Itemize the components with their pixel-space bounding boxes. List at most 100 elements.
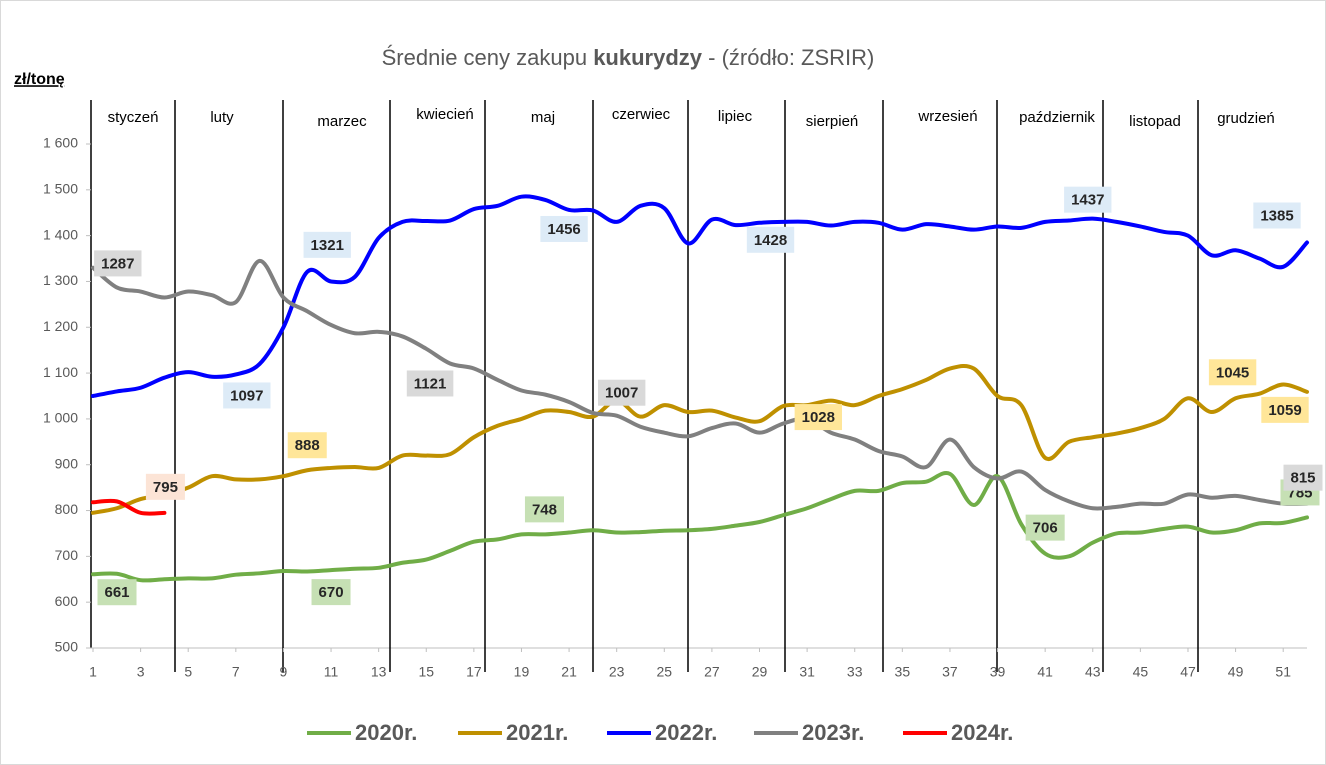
data-label-bg: [303, 231, 351, 258]
x-tick-label: 47: [1180, 664, 1196, 680]
data-label: 1045: [1208, 359, 1257, 386]
chart-title: Średnie ceny zakupu kukurydzy - (źródło:…: [382, 45, 875, 70]
data-label: 1007: [597, 379, 646, 406]
y-tick-label: 1 600: [43, 135, 78, 151]
data-label-text: 795: [153, 479, 178, 496]
data-label-text: 706: [1033, 520, 1058, 537]
data-label-bg: [1283, 464, 1323, 491]
data-label-bg: [1253, 202, 1301, 229]
data-label-text: 1321: [311, 237, 344, 254]
data-label-text: 815: [1290, 470, 1315, 487]
data-label-bg: [540, 215, 588, 242]
x-tick-label: 51: [1275, 664, 1291, 680]
data-label-text: 1059: [1268, 402, 1301, 419]
x-tick-label: 1: [89, 664, 97, 680]
data-label: 1121: [406, 370, 454, 397]
title-part: - (źródło: ZSRIR): [702, 45, 874, 70]
y-tick-label: 1 400: [43, 226, 78, 242]
data-label-text: 1007: [605, 385, 638, 402]
y-tick-label: 500: [55, 639, 79, 655]
data-label: 888: [287, 432, 327, 459]
data-label-text: 888: [295, 437, 320, 454]
month-label: marzec: [317, 113, 367, 130]
data-label: 670: [311, 579, 351, 606]
data-label-bg: [97, 579, 137, 606]
x-tick-label: 21: [561, 664, 577, 680]
data-label: 1321: [303, 231, 351, 258]
y-axis-label: zł/tonę: [14, 71, 65, 88]
data-label: 661: [97, 579, 137, 606]
data-label-bg: [524, 496, 564, 523]
data-label-text: 1428: [754, 232, 787, 249]
month-label: luty: [210, 109, 234, 126]
data-label-bg: [1208, 359, 1257, 386]
data-label-bg: [746, 226, 795, 253]
x-tick-label: 39: [990, 664, 1006, 680]
y-tick-label: 1 000: [43, 410, 78, 426]
data-label-text: 1121: [414, 375, 447, 392]
data-label: 795: [145, 473, 185, 500]
legend-label: 2022r.: [655, 720, 717, 745]
y-tick-label: 1 500: [43, 181, 78, 197]
data-label-text: 661: [104, 584, 129, 601]
x-tick-label: 11: [324, 664, 339, 680]
y-tick-label: 900: [55, 455, 79, 471]
y-tick-label: 1 300: [43, 272, 78, 288]
data-label: 706: [1025, 514, 1065, 541]
month-label: maj: [531, 109, 555, 126]
data-label-text: 1287: [101, 255, 134, 272]
data-label: 1456: [540, 215, 588, 242]
x-tick-label: 7: [232, 664, 240, 680]
data-label-bg: [597, 379, 646, 406]
series-line: [91, 194, 1309, 398]
data-label-text: 1385: [1260, 207, 1293, 224]
x-tick-label: 29: [752, 664, 768, 680]
data-label-bg: [1261, 396, 1309, 423]
legend-label: 2023r.: [802, 720, 864, 745]
x-tick-label: 31: [799, 664, 815, 680]
data-label: 815: [1283, 464, 1323, 491]
series-line: [91, 258, 1309, 511]
data-label-bg: [94, 250, 142, 277]
y-tick-label: 700: [55, 547, 79, 563]
data-label: 1287: [94, 250, 142, 277]
y-tick-label: 600: [55, 593, 79, 609]
month-label: wrzesień: [917, 108, 977, 125]
legend-label: 2024r.: [951, 720, 1013, 745]
series-line: [91, 471, 1309, 583]
x-tick-label: 27: [704, 664, 720, 680]
data-label-bg: [794, 404, 843, 431]
month-label: grudzień: [1217, 110, 1275, 127]
data-label-text: 1045: [1216, 364, 1249, 381]
x-tick-label: 13: [371, 664, 387, 680]
series-line: [91, 498, 167, 516]
month-label: czerwiec: [612, 106, 671, 123]
month-label: lipiec: [718, 108, 753, 125]
x-tick-label: 15: [418, 664, 434, 680]
month-label: listopad: [1129, 113, 1181, 130]
x-tick-label: 9: [280, 664, 288, 680]
x-tick-label: 17: [466, 664, 482, 680]
month-label: październik: [1019, 109, 1095, 126]
data-label: 1428: [746, 226, 795, 253]
data-label: 1059: [1261, 396, 1309, 423]
month-label: styczeń: [108, 109, 159, 126]
y-tick-label: 800: [55, 501, 79, 517]
x-tick-label: 33: [847, 664, 863, 680]
data-label-bg: [1064, 186, 1112, 213]
x-tick-label: 5: [184, 664, 192, 680]
x-tick-label: 41: [1037, 664, 1053, 680]
title-part: Średnie ceny zakupu: [382, 45, 594, 70]
legend-label: 2020r.: [355, 720, 417, 745]
month-label: sierpień: [806, 113, 859, 130]
data-label-bg: [406, 370, 454, 397]
title-part: kukurydzy: [593, 45, 703, 70]
data-label: 1437: [1064, 186, 1112, 213]
x-tick-label: 49: [1228, 664, 1244, 680]
data-label-bg: [287, 432, 327, 459]
legend-label: 2021r.: [506, 720, 568, 745]
x-tick-label: 25: [657, 664, 673, 680]
data-label-bg: [1025, 514, 1065, 541]
